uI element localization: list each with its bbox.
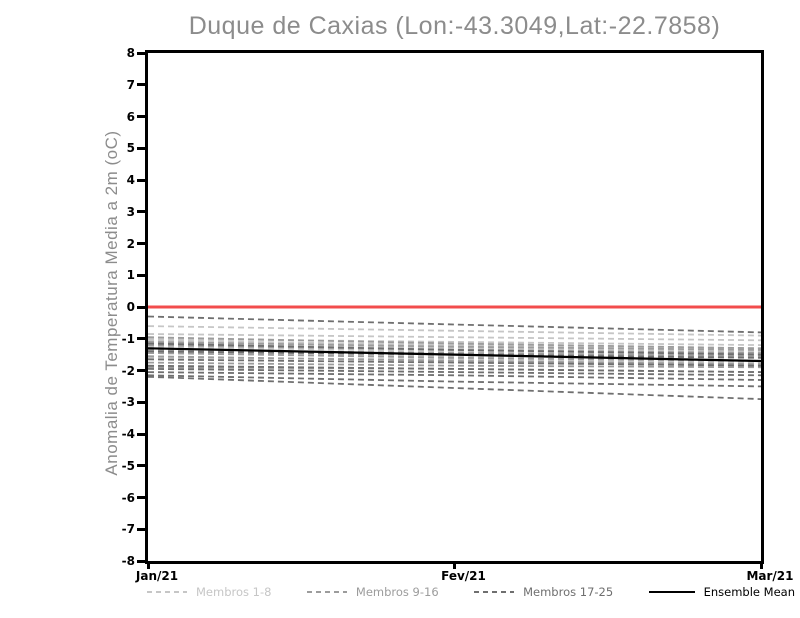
legend-item: Ensemble Mean [648,585,795,599]
ensemble-member-line [148,325,761,337]
ensemble-member-line [148,350,761,359]
y-axis-tick [137,146,145,150]
y-tick-label: 3 [126,204,135,219]
y-axis-tick [137,337,145,341]
y-tick-label: -6 [121,490,135,505]
y-axis-tick [137,83,145,87]
legend-item: Membros 1-8 [147,585,271,599]
ensemble-lines-plot [148,305,761,400]
ensemble-member-line [148,371,761,381]
legend-label: Membros 9-16 [355,585,439,599]
ensemble-member-line [148,344,761,354]
ensemble-member-line [148,355,761,366]
y-tick-label: -2 [121,363,135,378]
y-axis-tick [137,559,145,563]
y-axis-tick [137,369,145,372]
x-tick-label: Fev/21 [441,569,486,583]
y-axis-tick [137,527,145,531]
x-tick-label: Jan/21 [135,569,179,583]
y-tick-label: -5 [121,458,135,473]
y-axis-tick [137,400,145,404]
y-tick-label: 8 [126,46,135,60]
y-axis-tick [137,178,145,182]
y-tick-label: 0 [126,300,135,314]
y-tick-label: 5 [126,141,135,156]
y-tick-label: 1 [126,268,135,283]
dashed-line-sample [147,591,187,593]
legend: Membros 1-8 Membros 9-16 Membros 17-25 Ense… [147,584,795,600]
y-axis-tick [137,273,145,277]
legend-label: Membros 17-25 [523,585,614,599]
solid-line-sample [648,591,695,593]
y-axis-tick [137,210,145,214]
y-axis-tick [137,432,145,436]
y-tick-label: -3 [121,395,135,410]
x-axis-tick [759,561,763,569]
legend-item: Membros 17-25 [474,585,613,599]
y-tick-label: 2 [126,236,135,251]
y-axis-tick [137,242,145,245]
y-axis-tick [137,496,145,499]
ensemble-member-line [148,364,761,373]
y-tick-label: -7 [121,522,135,537]
y-tick-label: -8 [121,554,135,568]
ensemble-member-line [148,358,761,367]
y-axis-tick [137,464,145,468]
dashed-line-sample [474,591,515,593]
dashed-line-sample [306,591,347,593]
y-tick-label: 4 [126,173,135,187]
x-axis-tick [146,561,150,569]
ensemble-member-line [148,342,761,356]
chart-title: Duque de Caxias (Lon:-43.3049,Lat:-22.78… [188,12,721,40]
ensemble-member-line [148,361,761,369]
legend-label: Ensemble Mean [703,585,795,599]
y-tick-label: -1 [121,331,135,346]
plot-area [145,50,764,564]
y-tick-label: 6 [126,109,135,124]
ensemble-member-line [148,374,761,388]
legend-item: Membros 9-16 [306,585,439,599]
ensemble-member-line [148,336,761,350]
y-axis-tick [137,115,145,118]
x-axis-tick [453,561,456,569]
x-tick-label: Mar/21 [746,569,794,583]
y-axis-tick [137,51,145,55]
y-tick-label: -4 [121,427,135,441]
ensemble-mean-line [148,347,761,363]
ensemble-member-line [148,375,761,400]
legend-label: Membros 1-8 [196,585,272,599]
ensemble-member-line [148,368,761,377]
ensemble-member-line [148,315,761,334]
ensemble-member-line [148,333,761,342]
y-axis-tick [137,305,145,309]
y-tick-label: 7 [126,77,135,92]
ensemble-member-line [148,341,761,351]
